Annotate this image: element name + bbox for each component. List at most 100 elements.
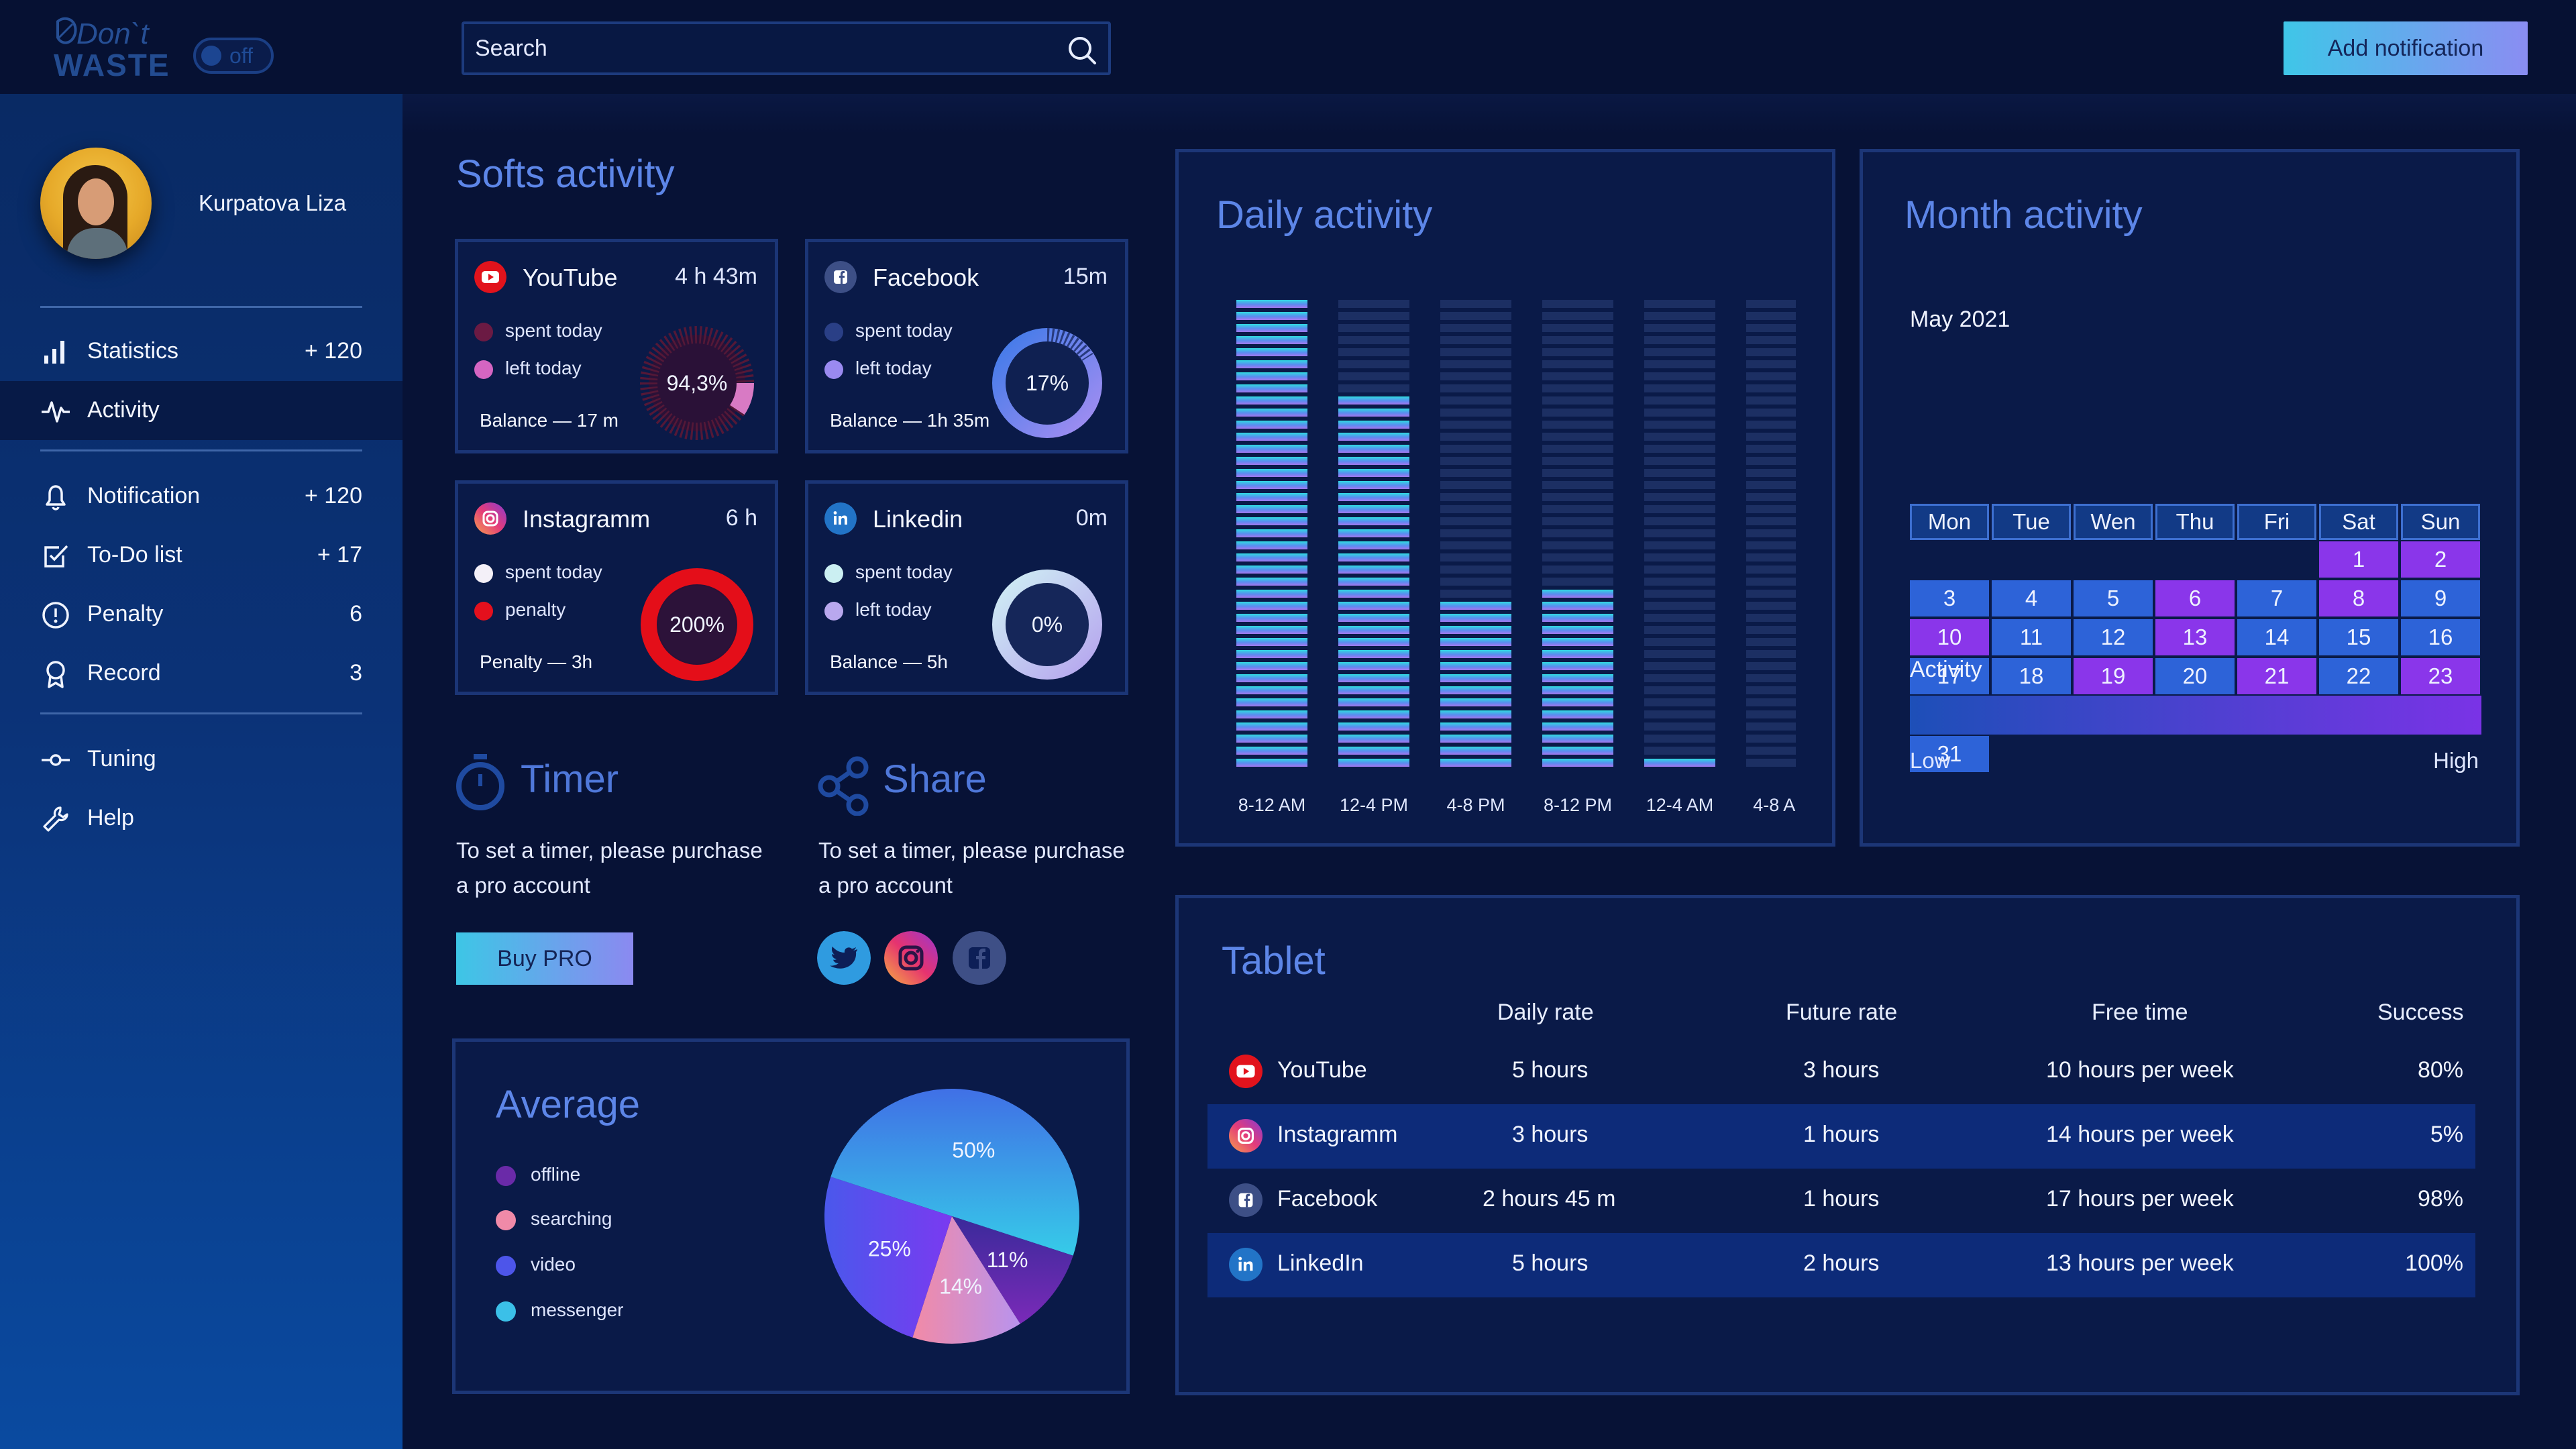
calendar-day[interactable]: 14 — [2237, 619, 2316, 655]
pie-label: 11% — [987, 1248, 1028, 1272]
calendar-day[interactable]: 23 — [2401, 658, 2480, 694]
softs-balance: Balance — 5h — [830, 651, 948, 672]
bar-chart-icon — [44, 341, 64, 364]
table-cell-daily: 5 hours — [1512, 1250, 1589, 1276]
bar-segment — [1440, 698, 1511, 706]
sidebar-item-penalty[interactable]: Penalty 6 — [0, 585, 402, 644]
bar-segment — [1746, 614, 1796, 622]
calendar-day[interactable]: 13 — [2155, 619, 2235, 655]
calendar-day[interactable]: 11 — [1992, 619, 2071, 655]
calendar-day[interactable]: 4 — [1992, 580, 2071, 616]
scale-low-label: Low — [1910, 748, 1951, 773]
calendar-day[interactable]: 10 — [1910, 619, 1989, 655]
ring-value: 17% — [1026, 371, 1069, 395]
facebook-ring-chart: 17% — [992, 328, 1102, 438]
column-header: Future rate — [1786, 1000, 1898, 1025]
softs-card-linkedin[interactable]: Linkedin 0m spent today left today 0% Ba… — [805, 480, 1128, 695]
calendar-day[interactable]: 3 — [1910, 580, 1989, 616]
calendar-day[interactable]: 18 — [1992, 658, 2071, 694]
calendar-day[interactable]: 2 — [2401, 541, 2480, 578]
calendar-day[interactable]: 9 — [2401, 580, 2480, 616]
calendar-day[interactable]: 20 — [2155, 658, 2235, 694]
avatar[interactable] — [40, 148, 152, 259]
bar-segment — [1644, 674, 1715, 682]
pie-slice-offline — [952, 1216, 1073, 1324]
bar-segment — [1542, 457, 1613, 465]
average-title: Average — [496, 1083, 640, 1126]
bar-segment — [1440, 529, 1511, 537]
table-cell-future: 1 hours — [1803, 1186, 1880, 1212]
sidebar-item-count: 3 — [350, 660, 362, 686]
bar-segment — [1644, 433, 1715, 441]
toggle-label: off — [229, 44, 253, 68]
facebook-share-icon[interactable] — [953, 931, 1006, 985]
instagram-ring-chart: 200% — [641, 568, 753, 681]
bar-segment — [1236, 638, 1307, 646]
table-row[interactable]: Instagramm 3 hours 1 hours 14 hours per … — [1208, 1104, 2475, 1169]
search-icon[interactable] — [1064, 32, 1099, 67]
bar-segment — [1440, 626, 1511, 634]
power-toggle[interactable]: off — [193, 38, 274, 74]
softs-penalty: Penalty — 3h — [480, 651, 593, 672]
daily-activity-card: Daily activity 8-12 AM 12-4 PM 4-8 PM 8-12 … — [1175, 149, 1835, 847]
calendar-day[interactable]: 5 — [2074, 580, 2153, 616]
sidebar-item-record[interactable]: Record 3 — [0, 644, 402, 703]
bar-segment — [1338, 505, 1409, 513]
bar-segment — [1236, 505, 1307, 513]
sidebar-item-tuning[interactable]: Tuning — [0, 730, 402, 789]
calendar-day[interactable]: 19 — [2074, 658, 2153, 694]
twitter-icon[interactable] — [817, 931, 871, 985]
bar-segment — [1644, 686, 1715, 694]
calendar-day[interactable]: 21 — [2237, 658, 2316, 694]
legend-item: penalty — [474, 599, 566, 621]
sidebar-item-help[interactable]: Help — [0, 789, 402, 848]
softs-card-instagram[interactable]: Instagramm 6 h spent today penalty 200% … — [455, 480, 778, 695]
instagram-share-icon[interactable] — [884, 931, 938, 985]
bar-segment — [1236, 735, 1307, 743]
table-row[interactable]: YouTube 5 hours 3 hours 10 hours per wee… — [1208, 1040, 2475, 1104]
bar-segment — [1746, 638, 1796, 646]
bar-segment — [1644, 602, 1715, 610]
table-cell-free: 10 hours per week — [2046, 1057, 2234, 1083]
app-logo[interactable]: Don`t WASTE — [52, 15, 169, 83]
instagram-icon — [1229, 1119, 1263, 1152]
buy-pro-button[interactable]: Buy PRO — [456, 932, 633, 985]
bar-segment — [1542, 421, 1613, 429]
calendar-day[interactable]: 22 — [2319, 658, 2398, 694]
calendar-day[interactable]: 16 — [2401, 619, 2480, 655]
activity-scale-bar — [1910, 696, 2481, 735]
table-row[interactable]: Facebook 2 hours 45 m 1 hours 17 hours p… — [1208, 1169, 2475, 1233]
legend-item: left today — [474, 358, 582, 379]
sidebar-item-statistics[interactable]: Statistics + 120 — [0, 322, 402, 381]
table-row[interactable]: LinkedIn 5 hours 2 hours 13 hours per we… — [1208, 1233, 2475, 1297]
bar-segment — [1338, 372, 1409, 380]
add-notification-button[interactable]: Add notification — [2284, 21, 2528, 75]
search-input[interactable] — [475, 31, 1052, 66]
bar-segment — [1644, 614, 1715, 622]
bar-segment — [1338, 409, 1409, 417]
calendar-day[interactable]: 1 — [2319, 541, 2398, 578]
calendar-day[interactable]: 31 — [1910, 736, 1989, 772]
calendar-day[interactable]: 12 — [2074, 619, 2153, 655]
softs-card-facebook[interactable]: Facebook 15m spent today left today 17% … — [805, 239, 1128, 453]
calendar-day[interactable]: 8 — [2319, 580, 2398, 616]
wrench-icon — [43, 806, 68, 832]
bar-segment — [1440, 590, 1511, 598]
bar-segment — [1440, 336, 1511, 344]
calendar-day[interactable]: 7 — [2237, 580, 2316, 616]
bar-segment — [1542, 384, 1613, 392]
bar-segment — [1644, 517, 1715, 525]
calendar-day[interactable]: 17 — [1910, 658, 1989, 694]
bar-segment — [1338, 710, 1409, 718]
calendar-day[interactable]: 15 — [2319, 619, 2398, 655]
sidebar-item-activity[interactable]: Activity — [0, 381, 402, 440]
table-cell-free: 17 hours per week — [2046, 1186, 2234, 1212]
sidebar-item-todo[interactable]: To-Do list + 17 — [0, 526, 402, 585]
softs-app-name: Linkedin — [873, 505, 963, 533]
timer-description: To set a timer, please purchase a pro ac… — [456, 838, 763, 898]
sidebar-item-notification[interactable]: Notification + 120 — [0, 467, 402, 526]
softs-card-youtube[interactable]: YouTube 4 h 43m spent today left today 9… — [455, 239, 778, 453]
column-header: Daily rate — [1497, 1000, 1594, 1025]
calendar-day[interactable]: 6 — [2155, 580, 2235, 616]
bar-segment — [1236, 409, 1307, 417]
